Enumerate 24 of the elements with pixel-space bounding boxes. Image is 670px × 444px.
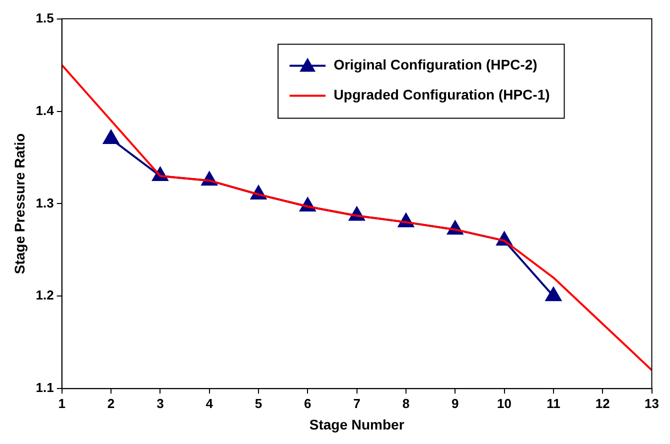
x-tick-label: 3 bbox=[156, 396, 164, 411]
y-tick-label: 1.3 bbox=[36, 195, 54, 210]
x-tick-label: 12 bbox=[595, 396, 610, 411]
x-tick-label: 5 bbox=[254, 396, 262, 411]
x-tick-label: 13 bbox=[644, 396, 660, 411]
x-tick-label: 1 bbox=[58, 396, 66, 411]
y-tick-label: 1.2 bbox=[36, 288, 54, 303]
y-tick-label: 1.5 bbox=[36, 10, 54, 26]
x-tick-label: 2 bbox=[107, 396, 115, 411]
x-tick-label: 7 bbox=[353, 396, 360, 411]
legend-label: Original Configuration (HPC-2) bbox=[334, 56, 538, 73]
x-tick-label: 8 bbox=[402, 396, 410, 411]
x-tick-label: 6 bbox=[304, 396, 312, 411]
x-tick-label: 9 bbox=[452, 396, 459, 411]
point bbox=[103, 130, 119, 144]
x-tick-label: 11 bbox=[546, 396, 560, 411]
point bbox=[546, 287, 562, 302]
y-tick-label: 1.4 bbox=[36, 102, 55, 118]
x-axis-title: Stage Number bbox=[309, 416, 405, 432]
x-tick-label: 10 bbox=[497, 396, 512, 411]
y-axis-title: Stage Pressure Ratio bbox=[11, 133, 28, 274]
x-tick-label: 4 bbox=[206, 396, 214, 411]
y-tick-label: 1.1 bbox=[36, 380, 54, 396]
legend-label: Upgraded Configuration (HPC-1) bbox=[334, 86, 550, 103]
